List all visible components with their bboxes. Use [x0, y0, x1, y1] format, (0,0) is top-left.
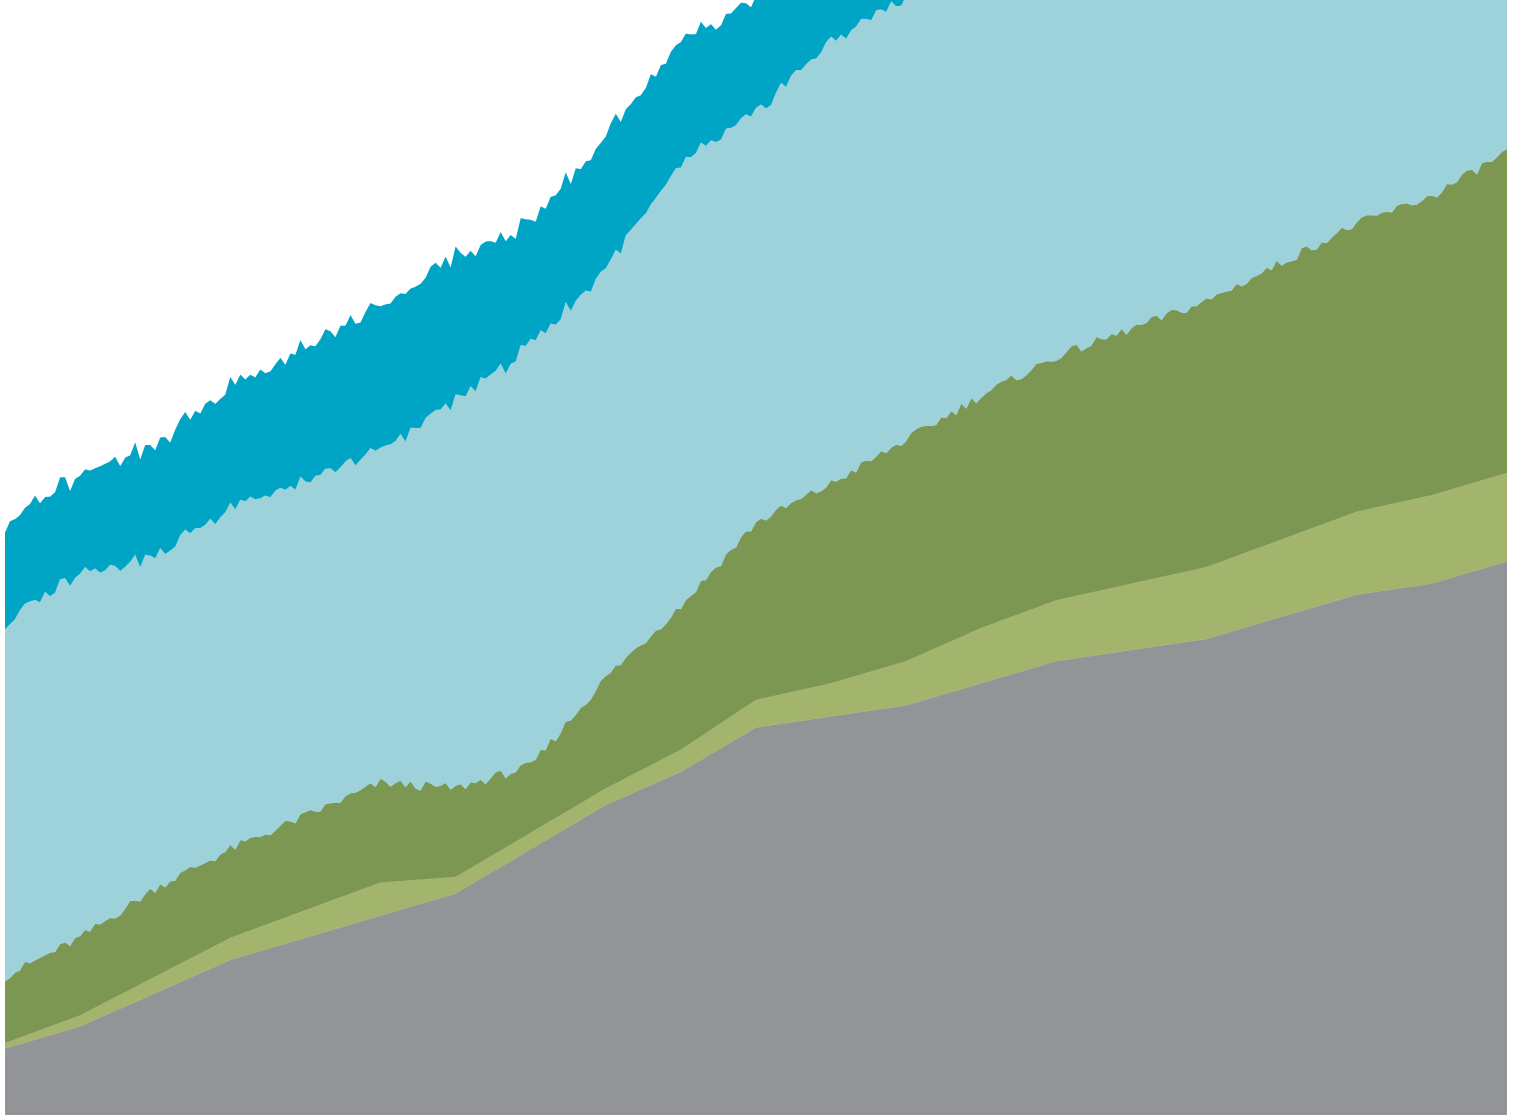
- area-series-3: [5, 149, 1507, 1043]
- area-series-4: [5, 0, 1507, 982]
- area-series-2: [5, 472, 1507, 1049]
- chart-areas: [5, 0, 1507, 1115]
- area-series-5: [5, 0, 904, 630]
- area-series-1: [5, 561, 1507, 1115]
